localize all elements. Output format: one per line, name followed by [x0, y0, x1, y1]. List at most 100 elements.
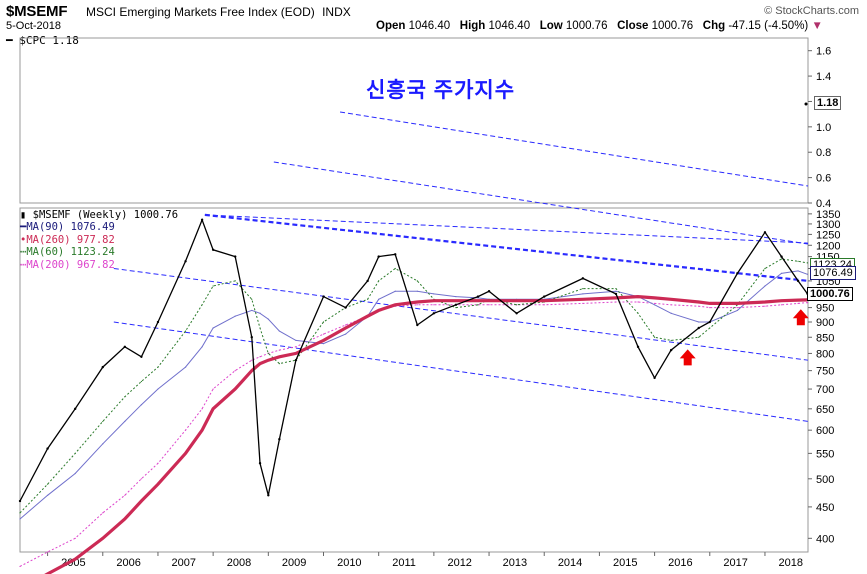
- year-label-2014: 2014: [558, 557, 582, 569]
- point-ma200-7: [184, 429, 187, 431]
- point-ma60-9: [212, 285, 214, 287]
- point-ma260-17: [344, 327, 347, 329]
- point-msemf-3: [101, 365, 104, 369]
- upper-panel-frame: [19, 37, 809, 204]
- series-ma200: [19, 301, 808, 567]
- point-ma60-7: [184, 330, 187, 332]
- red-arrow-icon-2016: [679, 349, 696, 366]
- point-msemf-18: [366, 279, 369, 283]
- point-ma90-7: [184, 366, 187, 368]
- year-label-2016: 2016: [668, 557, 692, 569]
- price-tick-label-9: 900: [816, 317, 834, 329]
- ma260-legend-text: MA(260) 977.82: [26, 233, 115, 246]
- cpc-tick-label-0: 1.6: [816, 46, 831, 58]
- point-ma60-24: [477, 304, 479, 306]
- point-ma260-35: [736, 302, 738, 305]
- point-ma90-16: [322, 343, 325, 345]
- point-ma260-10: [234, 388, 236, 390]
- point-msemf-23: [454, 303, 458, 306]
- point-ma200-21: [416, 304, 418, 306]
- point-ma260-6: [157, 483, 159, 485]
- ma260-legend-row: •MA(260) 977.82: [20, 234, 178, 246]
- close-value: 1000.76: [651, 20, 694, 32]
- point-ma200-12: [259, 356, 261, 358]
- cpc-tick-label-5: 0.6: [816, 173, 831, 185]
- close-value-box: 1000.76: [807, 287, 853, 301]
- year-label-2018: 2018: [779, 557, 803, 569]
- price-tick-label-10: 850: [816, 332, 834, 344]
- point-ma90-33: [698, 321, 700, 323]
- price-tick-label-1: 1300: [816, 219, 840, 231]
- point-ma200-1: [46, 551, 49, 553]
- point-msemf-17: [344, 306, 347, 309]
- point-msemf-21: [416, 323, 419, 327]
- index-name: MSCI Emerging Markets Free Index (EOD) I…: [86, 5, 351, 19]
- trend-line-4: [339, 111, 809, 187]
- point-ma200-34: [709, 306, 711, 309]
- point-ma260-13: [267, 359, 269, 361]
- point-ma260-7: [184, 452, 187, 454]
- point-ma90-22: [433, 293, 435, 295]
- point-ma260-38: [797, 299, 799, 301]
- point-ma60-12: [259, 327, 261, 329]
- price-tick-label-2: 1250: [816, 229, 840, 241]
- cpc-legend: ━ $CPC 1.18: [6, 34, 79, 47]
- point-ma60-4: [124, 396, 126, 398]
- series-ma60: [19, 258, 808, 514]
- point-ma60-39: [806, 262, 809, 264]
- point-ma200-10: [234, 370, 236, 372]
- point-ma260-22: [433, 300, 435, 302]
- point-ma260-27: [543, 300, 545, 302]
- year-label-2005: 2005: [61, 557, 85, 569]
- point-msemf-30: [636, 345, 640, 349]
- point-ma60-6: [157, 366, 159, 368]
- cpc-tick-label-1: 1.4: [816, 71, 831, 83]
- point-ma60-36: [764, 267, 766, 270]
- point-ma200-14: [278, 349, 280, 351]
- high-value: 1046.40: [488, 20, 531, 32]
- high-label: High: [459, 20, 486, 32]
- point-ma200-38: [797, 302, 799, 305]
- price-tick-label-16: 550: [816, 448, 834, 460]
- point-ma260-23: [455, 300, 457, 302]
- point-ma200-31: [653, 302, 656, 305]
- close-label: Close: [617, 20, 649, 32]
- point-ma90-29: [615, 290, 617, 292]
- point-ma90-38: [797, 270, 799, 272]
- point-ma60-10: [234, 280, 236, 282]
- point-msemf-22: [432, 312, 436, 315]
- point-ma200-15: [295, 346, 297, 348]
- point-ma260-33: [698, 301, 700, 303]
- point-msemf-10: [234, 255, 237, 258]
- ma200-dot-icon: ⋯: [20, 258, 27, 271]
- ma90-line-icon: ━: [20, 221, 27, 234]
- point-ma260-15: [295, 352, 297, 355]
- point-msemf-12: [258, 462, 262, 465]
- point-ma90-35: [736, 309, 738, 312]
- point-ma90-12: [259, 312, 261, 314]
- point-ma90-32: [670, 312, 672, 314]
- point-ma90-36: [764, 285, 766, 287]
- point-ma200-11: [251, 359, 253, 361]
- point-msemf-9: [211, 248, 215, 251]
- cpc-point: [804, 102, 808, 106]
- point-ma60-1: [46, 483, 49, 485]
- point-msemf-2: [73, 407, 77, 411]
- point-msemf-26: [515, 312, 518, 315]
- series-ma90: [19, 270, 808, 520]
- point-ma60-14: [278, 363, 280, 365]
- point-msemf-36: [763, 231, 767, 234]
- ma200-legend-row: ⋯MA(200) 967.82: [20, 259, 178, 271]
- point-ma200-36: [764, 305, 766, 307]
- cpc-tick-label-3: 1.0: [816, 122, 831, 134]
- point-msemf-5: [140, 355, 143, 358]
- point-msemf-25: [487, 290, 491, 293]
- cpc-legend-text: $CPC 1.18: [19, 34, 79, 47]
- price-tick-label-3: 1200: [816, 240, 840, 252]
- red-arrow-icon-2018: [792, 309, 809, 326]
- ma90-value-box: 1076.49: [810, 266, 856, 280]
- point-msemf-29: [614, 292, 618, 296]
- price-tick-label-12: 750: [816, 366, 834, 378]
- point-ma90-21: [416, 290, 418, 292]
- point-ma260-14: [278, 356, 280, 358]
